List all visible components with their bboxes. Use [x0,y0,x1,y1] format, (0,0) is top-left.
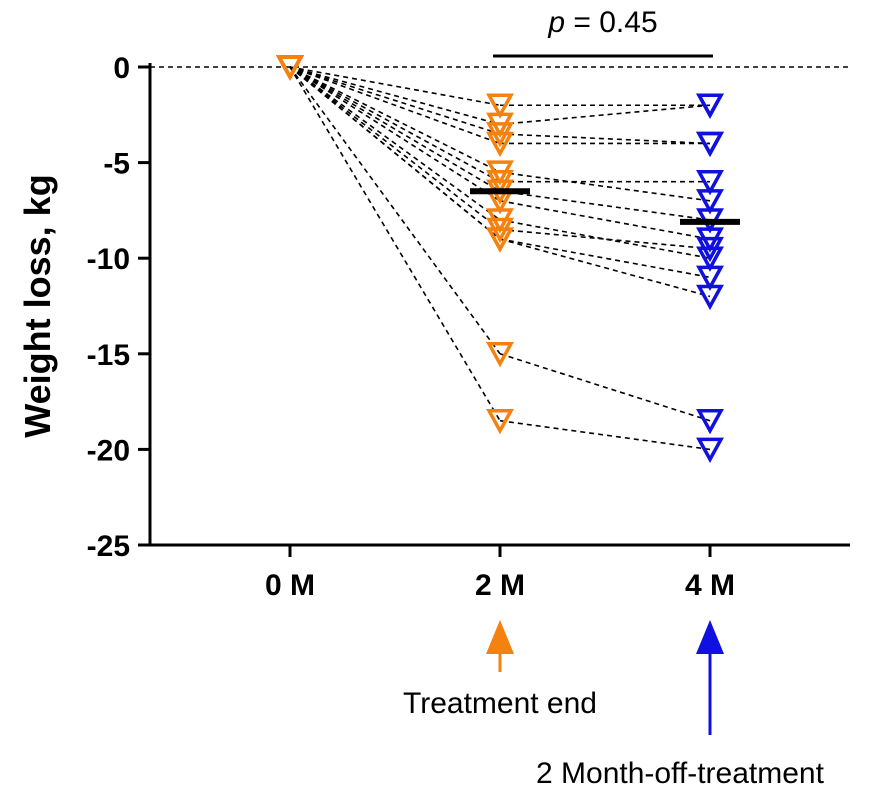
data-point [696,408,724,435]
subject-line [289,66,501,221]
x-tick-label: 4 M [685,569,735,602]
subject-line [289,66,501,183]
y-tick-label: -15 [87,339,130,372]
arrow-head [486,620,514,654]
data-point [276,55,304,81]
subject-line [499,238,711,298]
data-point [696,169,724,196]
y-axis-label: Weight loss, kg [17,174,58,437]
subject-line [289,66,501,145]
subject-line [499,171,711,202]
data-point [486,408,514,435]
arrow-head [696,620,724,654]
y-tick-label: -5 [103,148,130,181]
subject-line [499,200,711,240]
subject-line [289,66,501,422]
subject-line [289,66,501,135]
subject-line [289,66,501,126]
data-point [696,236,724,263]
subject-line [499,228,711,250]
subject-line [499,353,711,422]
data-point [696,93,724,119]
data-point [696,437,724,464]
subject-line [289,66,501,173]
data-point [486,342,514,368]
subject-line [289,66,501,231]
subject-line [499,419,711,451]
subject-line [499,190,711,221]
subject-line [499,238,711,279]
y-tick-label: -10 [87,243,130,276]
data-point [486,227,514,253]
data-point [696,265,724,291]
subject-line [289,66,501,202]
x-tick-label: 0 M [265,569,315,602]
data-point [486,93,514,119]
subject-line [499,133,711,145]
p-value-annotation: p = 0.45 [547,6,657,39]
y-tick-label: 0 [113,52,130,85]
data-point [486,131,514,158]
arrow-label: Treatment end [403,687,597,720]
arrow-label: 2 Month-off-treatment [536,757,825,790]
y-tick-label: -25 [87,530,130,563]
x-tick-label: 2 M [475,569,525,602]
data-point [696,131,724,158]
subject-line [499,219,711,259]
subject-line [289,66,501,192]
subject-line [289,66,501,355]
data-point [696,246,724,272]
y-tick-label: -20 [87,434,130,467]
data-point [696,284,724,311]
subject-line [499,104,711,126]
subject-line [289,66,501,240]
